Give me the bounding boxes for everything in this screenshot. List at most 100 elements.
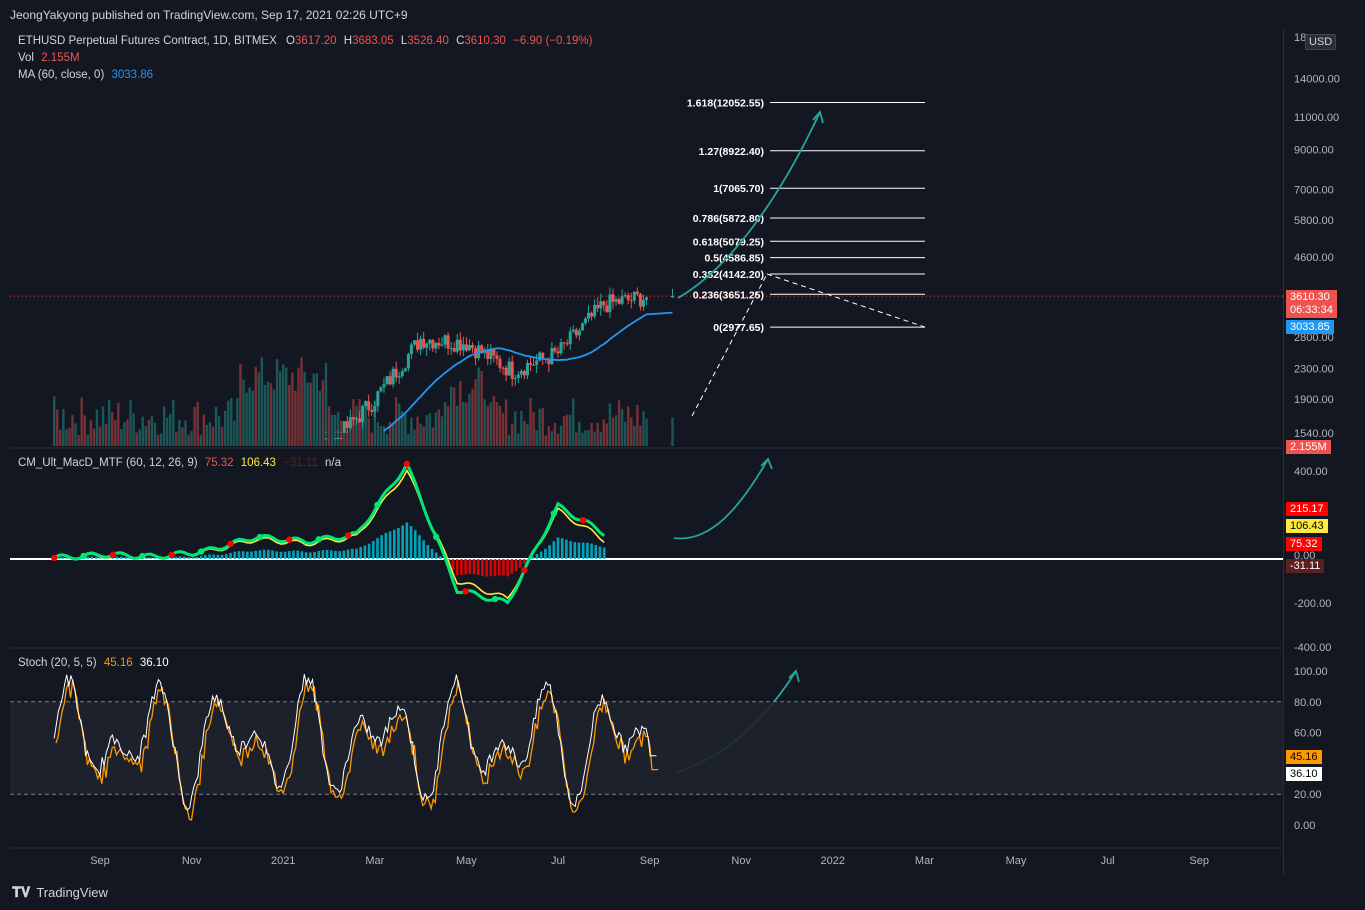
volume-bar [135,432,138,446]
volume-bar [437,409,441,446]
volume-label: Vol [18,52,34,64]
candle-body [440,344,444,346]
candle-body [522,371,526,376]
volume-bar [379,426,383,446]
candle-body [354,418,358,420]
macd-cross-dot [462,588,469,595]
axis-canvas: 14000.00 11000.00 9000.00 7000.00 5800.00 460… [1294,32,1340,832]
macd-histogram-bar [321,550,325,559]
volume-bar [297,367,300,446]
chart-area[interactable]: 1.618(12052.55) 1.27(8922.40) 1(7065.70) 0.… [10,28,1283,875]
candle-body [623,295,627,297]
time-tick-label: 2021 [271,855,295,867]
volume-bar [541,407,544,446]
volume-bar [474,379,477,446]
macd-histogram-bar [246,551,249,559]
candle-body [345,421,349,429]
candle-body [553,348,557,352]
macd-cross-dot [550,510,558,517]
chart-canvas[interactable]: 1.618(12052.55) 1.27(8922.40) 1(7065.70) 0.… [10,28,1283,875]
macd-histogram-bar [262,549,266,559]
macd-histogram-bar [86,556,90,559]
candle-body [373,406,377,412]
volume-bar [477,367,480,446]
volume-bar [443,402,447,446]
volume-bar [520,410,523,446]
ma-label: MA (60, close, 0) [18,69,105,81]
macd-histogram-bar [489,559,493,577]
price-tick-label: 18 [1294,32,1306,44]
volume-bar [303,371,306,446]
currency-button[interactable]: USD [1305,34,1337,50]
volume-bar [251,390,254,446]
candle-body [593,304,597,317]
volume-bar [306,382,309,446]
candle-body [671,296,674,298]
volume-bar [83,415,86,446]
volume-bar [575,432,578,446]
macd-tick-label: -200.00 [1294,598,1331,610]
macd-histogram-bar [208,554,211,559]
volume-bar [526,424,529,446]
macd-tick-label: 400.00 [1294,466,1328,478]
candle-body [611,294,615,302]
stoch-box-d: 36.10 [1286,767,1322,781]
price-axis[interactable]: 14000.00 11000.00 9000.00 7000.00 5800.00 460… [1283,28,1356,875]
macd-cross-dot [344,532,352,539]
volume-bar [169,413,172,446]
macd-histogram-bar [514,559,518,572]
macd-histogram-bar [308,552,312,559]
candle-body [541,352,545,359]
stoch-tick-label: 0.00 [1294,820,1315,832]
macd-histogram-bar [288,551,291,559]
volume-bar [272,389,276,446]
macd-histogram-bar [258,550,262,559]
tradingview-logo-text: TradingView [36,885,108,900]
volume-bar [671,417,674,446]
tradingview-logo[interactable]: 𝐓𝐕 TradingView [12,884,108,901]
macd-histogram-bar [376,538,379,559]
volume-bar [282,364,285,446]
volume-bar [391,422,395,446]
volume-bar [80,397,83,446]
macd-label: CM_Ult_MacD_MTF (60, 12, 26, 9) [18,457,198,469]
macd-histogram-bar [204,554,207,559]
macd-histogram-bar [493,559,497,576]
candle-body [629,299,633,301]
candle-body [449,348,453,350]
macd-histogram-bar [220,554,224,559]
stoch-box-k: 45.16 [1286,750,1322,764]
candle-body [641,299,645,307]
price-tick-label: 11000.00 [1294,112,1339,124]
candle-body [391,368,395,385]
candle-body [559,342,563,354]
volume-bar [126,419,129,446]
volume-bar [172,399,175,446]
volume-bar [614,415,618,446]
candle-body [480,345,484,354]
macd-histogram-bar [418,535,421,559]
time-tick-label: Sep [640,855,660,867]
candle-body [339,437,343,439]
macd-histogram-bar [565,539,568,559]
macd-histogram-bar [556,537,560,559]
macd-histogram-bar [99,557,102,559]
candle-body [406,354,410,369]
price-tick-label: 14000.00 [1294,73,1340,85]
candle-body [513,378,517,380]
volume-bar [364,401,367,446]
volume-bar [492,396,496,446]
macd-histogram-bar [120,556,123,559]
time-tick-label: Jul [1101,855,1115,867]
candle-body [547,359,551,365]
time-tick-label: May [456,855,477,867]
macd-histogram-bar [434,552,438,559]
macd-histogram-bar [283,551,287,559]
volume-bar [153,422,157,446]
volume-bar [544,435,547,446]
macd-histogram-bar [355,548,358,559]
volume-bar [254,367,257,446]
macd-histogram-bar [455,559,459,576]
last-price-box: 3610.30 06:33:34 [1286,290,1337,318]
volume-bar [150,415,154,446]
